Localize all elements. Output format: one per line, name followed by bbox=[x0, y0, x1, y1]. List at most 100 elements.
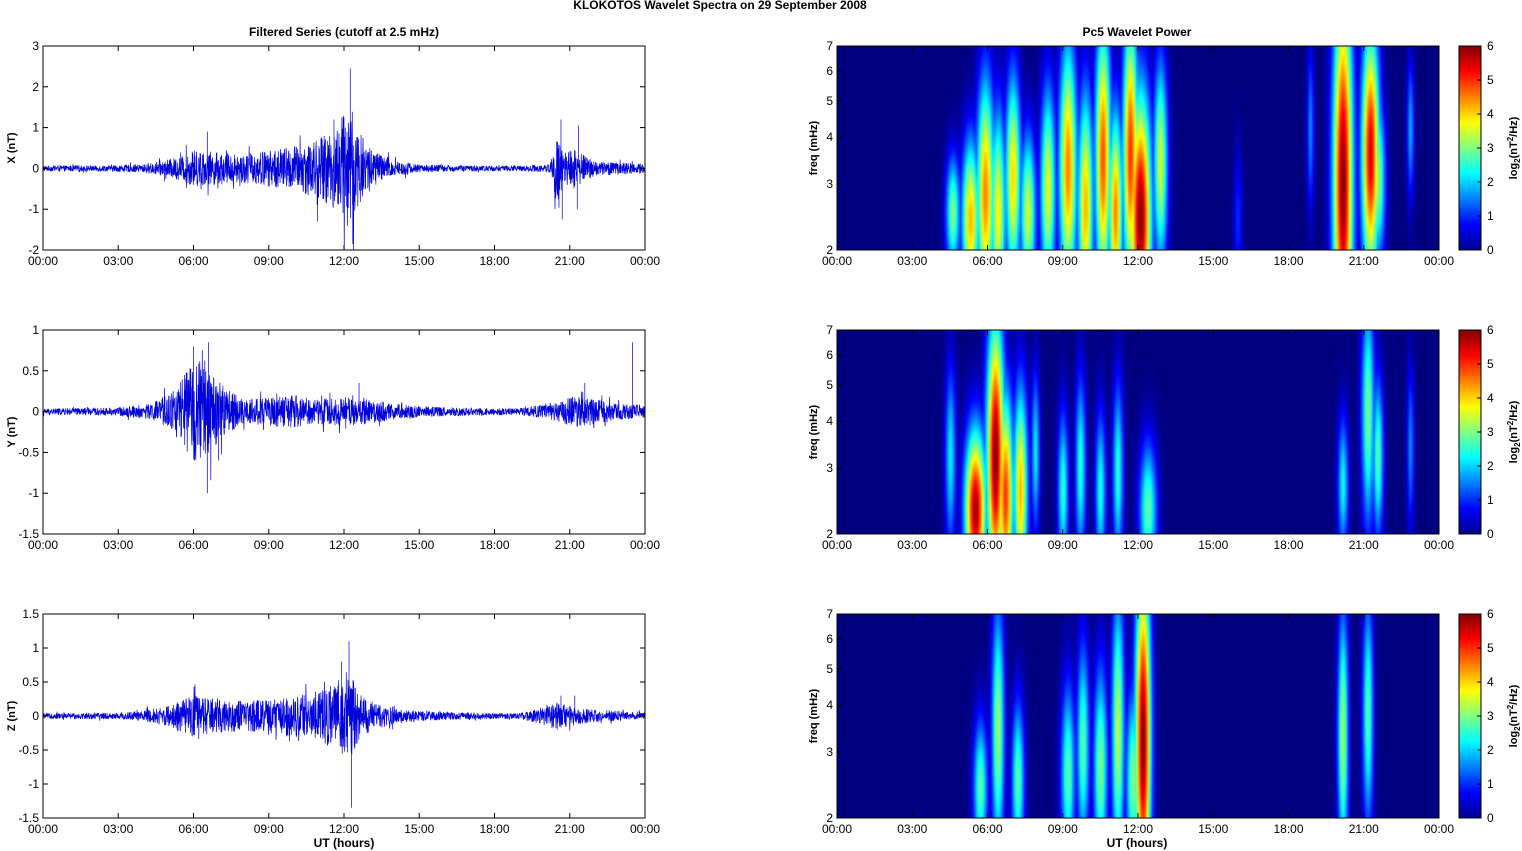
series-x-x-tick-label: 00:00 bbox=[28, 254, 58, 268]
series-y-y-tick-label: -0.5 bbox=[18, 445, 39, 459]
wavelet-y-x-tick-label: 06:00 bbox=[972, 538, 1002, 552]
wavelet-z-y-tick-label: 7 bbox=[826, 607, 833, 621]
wavelet-x-heatmap-image bbox=[837, 46, 1439, 250]
series-x-y-tick-label: 3 bbox=[32, 39, 39, 53]
series-y-y-tick-label: 1 bbox=[32, 323, 39, 337]
series-z-y-tick-label: -0.5 bbox=[18, 743, 39, 757]
wavelet-y-y-tick-label: 2 bbox=[826, 527, 833, 541]
series-y-panel: -1.5 -1 -0.5 0 0.5 1 00:00 03:00 06:00 09:00 12:00… bbox=[6, 323, 660, 552]
wavelet-x-y-tick-label: 2 bbox=[826, 243, 833, 257]
wavelet-z-y-tick-label: 5 bbox=[826, 662, 833, 676]
wavelet-x-colorbar-tick-label: 0 bbox=[1487, 243, 1494, 257]
wavelet-y-panel: 2 3 4 5 6 7 00:00 03:00 06:00 09:00 12:00 15:00 18:0… bbox=[808, 323, 1522, 552]
wavelet-z-x-tick-label: 15:00 bbox=[1198, 822, 1228, 836]
series-y-plot-area bbox=[43, 330, 645, 534]
series-x-x-tick-label: 06:00 bbox=[178, 254, 208, 268]
series-x-y-tick-label: 0 bbox=[32, 161, 39, 175]
wavelet-y-colorbar-tick-label: 3 bbox=[1487, 425, 1494, 439]
wavelet-z-x-tick-label: 09:00 bbox=[1048, 822, 1078, 836]
wavelet-x-x-tick-label: 00:00 bbox=[822, 254, 852, 268]
series-y-y-tick-label: 0 bbox=[32, 405, 39, 419]
series-y-x-tick-label: 03:00 bbox=[103, 538, 133, 552]
series-y-x-tick-label: 18:00 bbox=[479, 538, 509, 552]
wavelet-z-panel: 2 3 4 5 6 7 00:00 03:00 06:00 09:00 12:00 15:00 18:0… bbox=[808, 607, 1522, 836]
right-column-title: Pc5 Wavelet Power bbox=[1083, 25, 1192, 39]
wavelet-z-x-tick-label: 18:00 bbox=[1273, 822, 1303, 836]
series-z-trace bbox=[42, 641, 646, 808]
wavelet-x-x-tick-label: 21:00 bbox=[1349, 254, 1379, 268]
wavelet-y-x-tick-label: 09:00 bbox=[1048, 538, 1078, 552]
wavelet-x-x-tick-label: 15:00 bbox=[1198, 254, 1228, 268]
wavelet-x-x-tick-label: 03:00 bbox=[897, 254, 927, 268]
series-y-trace bbox=[42, 342, 646, 494]
wavelet-z-x-tick-label: 00:00 bbox=[1424, 822, 1454, 836]
wavelet-y-x-tick-label: 18:00 bbox=[1273, 538, 1303, 552]
wavelet-x-x-tick-label: 18:00 bbox=[1273, 254, 1303, 268]
wavelet-x-colorbar-tick-label: 5 bbox=[1487, 73, 1494, 87]
series-z-y-label: Z (nT) bbox=[6, 700, 18, 731]
wavelet-y-colorbar-tick-label: 0 bbox=[1487, 527, 1494, 541]
series-z-x-tick-label: 18:00 bbox=[479, 822, 509, 836]
right-time-axis-label: UT (hours) bbox=[1107, 836, 1168, 850]
wavelet-z-colorbar-tick-label: 4 bbox=[1487, 675, 1494, 689]
wavelet-x-y-tick-label: 4 bbox=[826, 130, 833, 144]
wavelet-x-x-tick-label: 12:00 bbox=[1123, 254, 1153, 268]
wavelet-z-colorbar-label: log2(nT2/Hz) bbox=[1506, 684, 1522, 747]
wavelet-y-y-tick-label: 3 bbox=[826, 461, 833, 475]
series-y-y-label: Y (nT) bbox=[6, 416, 18, 447]
series-x-y-tick-label: -2 bbox=[28, 243, 39, 257]
wavelet-z-colorbar-tick-label: 5 bbox=[1487, 641, 1494, 655]
wavelet-y-heatmap-image bbox=[837, 330, 1439, 534]
series-x-x-tick-label: 12:00 bbox=[329, 254, 359, 268]
series-x-y-tick-label: 1 bbox=[32, 121, 39, 135]
wavelet-x-y-tick-label: 7 bbox=[826, 39, 833, 53]
series-x-x-tick-label: 15:00 bbox=[404, 254, 434, 268]
series-y-x-tick-label: 06:00 bbox=[178, 538, 208, 552]
series-x-y-tick-label: 2 bbox=[32, 80, 39, 94]
wavelet-x-x-tick-label: 00:00 bbox=[1424, 254, 1454, 268]
wavelet-z-colorbar-tick-label: 1 bbox=[1487, 777, 1494, 791]
wavelet-x-colorbar-label: log2(nT2/Hz) bbox=[1506, 116, 1522, 179]
wavelet-x-y-label: freq (mHz) bbox=[808, 120, 820, 175]
panels: -2 -1 0 1 2 3 00:00 03:00 06:00 09:00 12:00 15:00 18… bbox=[6, 39, 1522, 836]
wavelet-y-x-tick-label: 03:00 bbox=[897, 538, 927, 552]
wavelet-y-x-tick-label: 21:00 bbox=[1349, 538, 1379, 552]
wavelet-z-x-tick-label: 21:00 bbox=[1349, 822, 1379, 836]
series-z-x-tick-label: 00:00 bbox=[28, 822, 58, 836]
series-y-x-tick-label: 09:00 bbox=[254, 538, 284, 552]
series-x-trace bbox=[42, 68, 646, 251]
series-z-y-tick-label: 1 bbox=[32, 641, 39, 655]
wavelet-y-colorbar-tick-label: 4 bbox=[1487, 391, 1494, 405]
series-x-x-tick-label: 03:00 bbox=[103, 254, 133, 268]
wavelet-z-y-tick-label: 4 bbox=[826, 698, 833, 712]
wavelet-z-y-tick-label: 2 bbox=[826, 811, 833, 825]
series-x-panel: -2 -1 0 1 2 3 00:00 03:00 06:00 09:00 12:00 15:00 18… bbox=[6, 39, 660, 268]
wavelet-y-colorbar-label: log2(nT2/Hz) bbox=[1506, 400, 1522, 463]
wavelet-y-x-tick-label: 00:00 bbox=[822, 538, 852, 552]
wavelet-z-x-tick-label: 03:00 bbox=[897, 822, 927, 836]
wavelet-y-x-tick-label: 00:00 bbox=[1424, 538, 1454, 552]
wavelet-y-colorbar-tick-label: 2 bbox=[1487, 459, 1494, 473]
wavelet-x-x-tick-label: 06:00 bbox=[972, 254, 1002, 268]
series-z-x-tick-label: 12:00 bbox=[329, 822, 359, 836]
wavelet-x-y-tick-label: 3 bbox=[826, 177, 833, 191]
wavelet-z-colorbar-tick-label: 6 bbox=[1487, 607, 1494, 621]
series-y-x-tick-label: 12:00 bbox=[329, 538, 359, 552]
wavelet-y-colorbar-tick-label: 5 bbox=[1487, 357, 1494, 371]
series-x-x-tick-label: 09:00 bbox=[254, 254, 284, 268]
series-x-x-tick-label: 21:00 bbox=[555, 254, 585, 268]
left-column-title: Filtered Series (cutoff at 2.5 mHz) bbox=[249, 25, 439, 39]
series-z-y-tick-label: 1.5 bbox=[22, 607, 39, 621]
wavelet-z-x-tick-label: 06:00 bbox=[972, 822, 1002, 836]
wavelet-y-x-tick-label: 15:00 bbox=[1198, 538, 1228, 552]
series-x-y-tick-label: -1 bbox=[28, 202, 39, 216]
series-z-y-tick-label: 0 bbox=[32, 709, 39, 723]
wavelet-z-x-tick-label: 12:00 bbox=[1123, 822, 1153, 836]
wavelet-y-colorbar-tick-label: 6 bbox=[1487, 323, 1494, 337]
series-y-y-tick-label: 0.5 bbox=[22, 364, 39, 378]
series-z-panel: -1.5 -1 -0.5 0 0.5 1 1.5 00:00 03:00 06:00 09:00 12… bbox=[6, 607, 660, 836]
wavelet-y-y-tick-label: 5 bbox=[826, 378, 833, 392]
wavelet-x-colorbar-tick-label: 2 bbox=[1487, 175, 1494, 189]
wavelet-y-colorbar-tick-label: 1 bbox=[1487, 493, 1494, 507]
wavelet-x-panel: 2 3 4 5 6 7 00:00 03:00 06:00 09:00 12:00 15:00 18:0… bbox=[808, 39, 1522, 268]
